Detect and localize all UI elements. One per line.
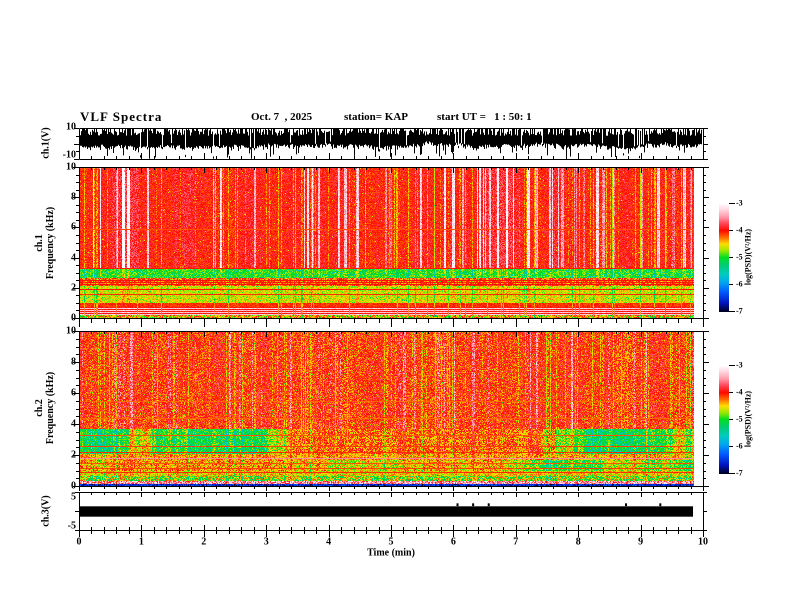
colorbar-2-tick-label: -4 <box>736 387 743 397</box>
time-tick-label: 0 <box>76 536 82 548</box>
spec1-ytick-label: 10 <box>66 161 76 173</box>
time-tick-label: 4 <box>326 536 332 548</box>
ch1-wave-axis-label: ch.1(V) <box>40 127 52 159</box>
colorbar-1-tick-label: -7 <box>736 306 743 316</box>
spec2-ytick-label: 8 <box>71 356 76 368</box>
time-tick-label: 9 <box>638 536 644 548</box>
spec2-ytick-label: 4 <box>71 418 76 430</box>
colorbar-2-label: log(PSD)(V²/Hz) <box>743 390 753 448</box>
colorbar-2-tick-label: -5 <box>736 414 743 424</box>
spec2-ytick-label: 6 <box>71 387 76 399</box>
spec1-ytick-label: 2 <box>71 282 76 294</box>
colorbar-2-tick-label: -6 <box>736 441 743 451</box>
spec2-ytick-label: 0 <box>71 480 76 492</box>
colorbar-1-tick-label: -5 <box>736 252 743 262</box>
spec1-ytick-label: 4 <box>71 252 76 264</box>
ch1-wave-ytick-label: -10 <box>62 149 76 161</box>
colorbar-1-tick-label: -6 <box>736 279 743 289</box>
spec2-ytick-label: 2 <box>71 449 76 461</box>
spec1-ytick-label: 8 <box>71 191 76 203</box>
time-tick-label: 8 <box>575 536 581 548</box>
time-tick-label: 10 <box>698 536 708 548</box>
ch1-spectrogram-axis-label: ch.1 Frequency (kHz) <box>34 206 56 280</box>
ch3-ytick-label: 5 <box>71 491 76 503</box>
time-axis-title: Time (min) <box>367 547 415 559</box>
time-tick-label: 1 <box>138 536 144 548</box>
time-tick-label: 3 <box>263 536 269 548</box>
colorbar-1-tick-label: -4 <box>736 225 743 235</box>
colorbar-2-tick-label: -3 <box>736 360 743 370</box>
spec2-ytick-label: 10 <box>66 325 76 337</box>
time-tick-label: 5 <box>388 536 394 548</box>
ch1-wave-ytick-label: 10 <box>66 121 76 133</box>
time-tick-label: 6 <box>450 536 456 548</box>
colorbar-1-label: log(PSD)(V²/Hz) <box>743 228 753 286</box>
colorbar-2-tick-label: -7 <box>736 468 743 478</box>
spec1-ytick-label: 6 <box>71 221 76 233</box>
time-tick-label: 7 <box>513 536 519 548</box>
spec1-ytick-label: 0 <box>71 312 76 324</box>
time-tick-label: 2 <box>201 536 207 548</box>
ch3-axis-label: ch.3(V) <box>40 495 52 527</box>
ch3-ytick-label: -5 <box>67 520 76 532</box>
colorbar-1-tick-label: -3 <box>736 198 743 208</box>
ch2-spectrogram-axis-label: ch.2 Frequency (kHz) <box>34 371 56 445</box>
